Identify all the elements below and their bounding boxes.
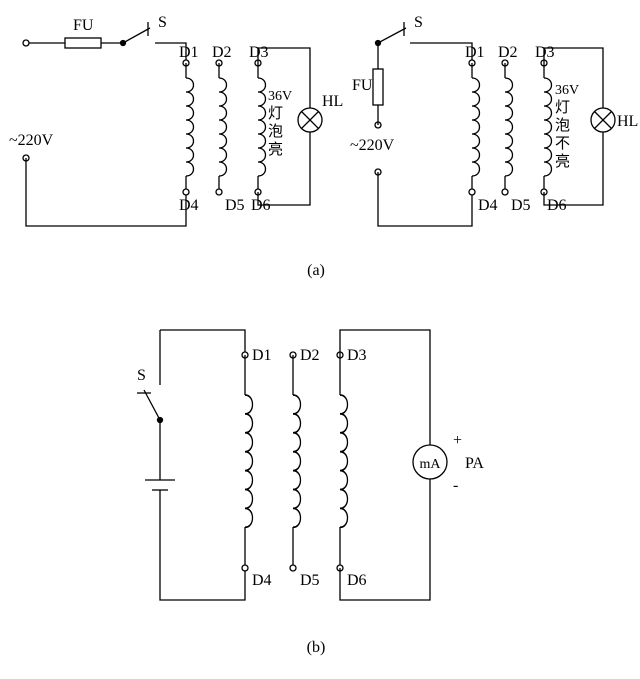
switch-label: S — [137, 367, 146, 384]
d2-label: D2 — [300, 347, 320, 364]
lamp-text-3: 亮 — [555, 153, 570, 170]
d2-label: D2 — [212, 44, 232, 61]
d6-label: D6 — [251, 197, 271, 214]
d1-label: D1 — [179, 44, 199, 61]
figure-a-left: FU S D1 D2 D3 D4 D5 D6 ~220V 36V 灯 泡 亮 H… — [9, 14, 343, 226]
d1-label: D1 — [252, 347, 272, 364]
d3-label: D3 — [249, 44, 269, 61]
d4-label: D4 — [252, 572, 272, 589]
lamp-voltage: 36V — [268, 89, 292, 104]
d6-label: D6 — [547, 197, 567, 214]
d4-label: D4 — [478, 197, 498, 214]
meter-text: mA — [420, 457, 442, 472]
source-label: ~220V — [350, 137, 395, 154]
d3-label: D3 — [535, 44, 555, 61]
caption-a: (a) — [307, 262, 325, 279]
switch-label: S — [414, 14, 423, 31]
figure-b: S D1 D2 D3 D4 D5 D6 mA + - PA (b) — [137, 330, 484, 656]
meter-minus: - — [453, 477, 458, 494]
meter-plus: + — [453, 432, 462, 449]
lamp-text-2: 不 — [555, 136, 570, 152]
switch-label: S — [158, 14, 167, 31]
d2-label: D2 — [498, 44, 518, 61]
lamp-text-2: 亮 — [268, 141, 283, 158]
lamp-voltage: 36V — [555, 83, 579, 98]
d5-label: D5 — [511, 197, 531, 214]
lamp-text-0: 灯 — [555, 99, 570, 116]
lamp-label: HL — [617, 113, 638, 130]
lamp-text-1: 泡 — [555, 117, 570, 134]
meter-label: PA — [465, 455, 484, 472]
lamp-text-1: 泡 — [268, 123, 283, 140]
d3-label: D3 — [347, 347, 367, 364]
lamp-text-0: 灯 — [268, 105, 283, 122]
caption-b: (b) — [307, 639, 326, 656]
d4-label: D4 — [179, 197, 199, 214]
lamp-label: HL — [322, 93, 343, 110]
source-label: ~220V — [9, 132, 54, 149]
fuse-label: FU — [73, 17, 94, 34]
d6-label: D6 — [347, 572, 367, 589]
d1-label: D1 — [465, 44, 485, 61]
figure-a-right: FU S D1 D2 D3 D4 D5 D6 ~220V 36V 灯 泡 不 亮… — [350, 14, 638, 226]
fuse-label: FU — [352, 77, 373, 94]
circuit-diagrams-figure: FU S D1 D2 D3 D4 D5 D6 ~220V 36V 灯 泡 亮 H… — [0, 0, 640, 679]
d5-label: D5 — [225, 197, 245, 214]
d5-label: D5 — [300, 572, 320, 589]
